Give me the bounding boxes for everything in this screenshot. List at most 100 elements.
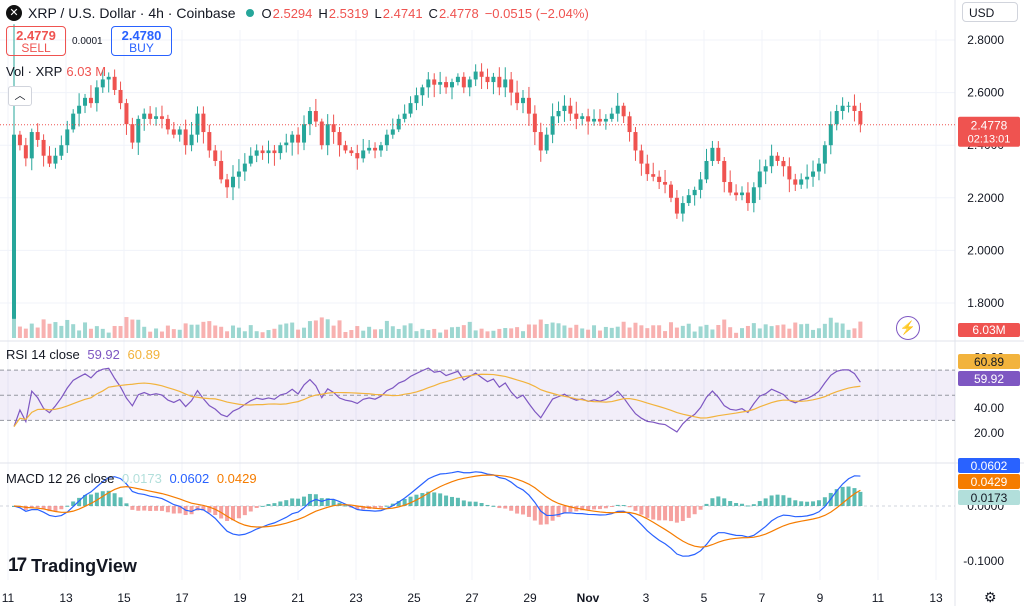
macd-hist-bar [674, 506, 679, 523]
volume-bar [840, 323, 845, 338]
candle-body [597, 118, 602, 122]
macd-hist-bar [621, 505, 626, 507]
volume-bar [53, 322, 58, 338]
gear-icon[interactable]: ⚙ [984, 589, 997, 605]
collapse-legend-button[interactable]: ︿ [8, 86, 32, 106]
candle-body [497, 76, 502, 88]
volume-bar [645, 328, 650, 338]
volume-bar [751, 323, 756, 338]
macd-hist-bar [136, 506, 141, 511]
macd-hist-bar [118, 497, 123, 506]
candle-body [29, 132, 34, 159]
volume-bar [159, 331, 164, 338]
volume-bar [473, 330, 478, 338]
volume-bar [248, 325, 253, 338]
volume-bar [35, 327, 40, 338]
candle-body [118, 89, 123, 104]
candle-body [195, 113, 200, 135]
macd-hist-bar [521, 506, 526, 515]
volume-bar [59, 325, 64, 338]
macd-hist-bar [426, 491, 431, 506]
volume-bar [154, 328, 159, 338]
volume-bar [17, 326, 22, 338]
candle-body [207, 132, 212, 151]
volume-bar [704, 324, 709, 338]
currency-select[interactable]: USD [962, 2, 1018, 22]
volume-bar [509, 328, 514, 338]
macd-hist-bar [159, 506, 164, 511]
macd-hist-bar [284, 500, 289, 506]
macd-hist-bar [722, 498, 727, 506]
macd-hist-bar [568, 506, 573, 512]
macd-hist-bar [225, 506, 230, 521]
macd-hist-bar [29, 506, 34, 508]
candle-body [248, 155, 253, 164]
macd-hist-bar [302, 496, 307, 506]
price-tick-label: 2.2000 [967, 191, 1004, 205]
candle-body [556, 111, 561, 117]
candle-body [59, 145, 64, 156]
symbol-title[interactable]: XRP / U.S. Dollar · 4h · Coinbase [28, 5, 236, 21]
candle-body [266, 150, 271, 154]
candle-body [367, 147, 372, 151]
macd-hist-bar [35, 506, 40, 508]
tradingview-logo[interactable]: 17 TradingView [8, 555, 137, 577]
volume-bar [449, 327, 454, 338]
price-tick-label: 2.6000 [967, 86, 1004, 100]
volume-bar [118, 326, 123, 338]
volume-legend[interactable]: Vol · XRP 6.03 M [6, 64, 106, 79]
volume-bar [740, 328, 745, 338]
volume-badge [958, 323, 1020, 337]
volume-bar [355, 326, 360, 338]
volume-bar [822, 323, 827, 338]
time-tick-label: 11 [872, 591, 885, 605]
volume-bar [47, 323, 52, 338]
candle-body [550, 116, 555, 135]
candle-body [35, 132, 40, 140]
buy-button[interactable]: 2.4780 BUY [111, 26, 172, 56]
volume-bar [686, 323, 691, 338]
candle-body [603, 118, 608, 122]
volume-bar [313, 320, 318, 338]
volume-bar [716, 324, 721, 338]
candle-body [296, 134, 301, 143]
volume-bar [615, 326, 620, 338]
macd-legend[interactable]: MACD 12 26 close 0.0173 0.0602 0.0429 [6, 471, 257, 486]
volume-bar [236, 327, 241, 338]
rsi-tick-label: 40.00 [974, 401, 1004, 415]
candle-body [384, 134, 389, 146]
macd-hist-bar [704, 503, 709, 506]
volume-bar [136, 319, 141, 338]
volume-bar [213, 325, 218, 338]
macd-hist-bar [378, 506, 383, 508]
macd-hist-bar [515, 506, 520, 514]
lightning-icon[interactable]: ⚡ [896, 316, 920, 340]
macd-hist-bar [651, 506, 656, 520]
volume-bar [692, 331, 697, 338]
sell-button[interactable]: 2.4779 SELL [6, 26, 66, 56]
rsi-line [13, 367, 861, 433]
candle-body [668, 184, 673, 198]
macd-hist-bar [319, 498, 324, 506]
sell-price: 2.4779 [16, 28, 56, 43]
macd-hist-bar [444, 495, 449, 506]
rsi-badge-label: 59.92 [974, 372, 1004, 386]
candle-body [272, 150, 277, 154]
volume-bar [408, 323, 413, 338]
candle-body [728, 182, 733, 193]
candle-body [461, 76, 466, 88]
volume-bar [272, 328, 277, 338]
candle-body [313, 111, 318, 122]
volume-bar [467, 321, 472, 338]
candle-body [219, 160, 224, 180]
rsi-ma-badge [958, 354, 1020, 369]
candle-body [686, 195, 691, 204]
price-tick-label: 2.0000 [967, 243, 1004, 257]
macd-hist-bar [165, 506, 170, 513]
rsi-legend[interactable]: RSI 14 close 59.92 60.89 [6, 347, 160, 362]
candle-body [242, 163, 247, 172]
volume-bar [633, 322, 638, 338]
volume-bar [112, 325, 117, 338]
macd-hist-bar [538, 506, 543, 525]
